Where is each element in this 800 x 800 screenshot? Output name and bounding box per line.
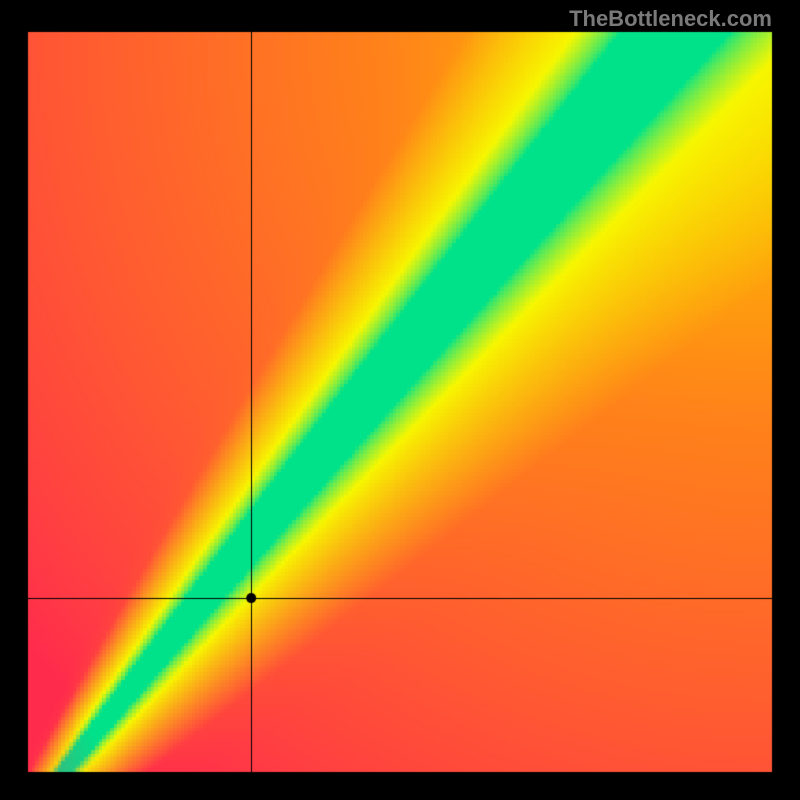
bottleneck-heatmap-canvas — [0, 0, 800, 800]
watermark-text: TheBottleneck.com — [569, 6, 772, 32]
